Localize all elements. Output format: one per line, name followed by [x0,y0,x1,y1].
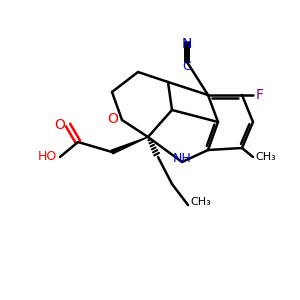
Text: O: O [54,118,65,132]
Text: N: N [182,37,192,51]
Text: CH₃: CH₃ [190,197,211,207]
Text: O: O [107,112,118,126]
Text: NH: NH [172,152,191,165]
Text: F: F [256,88,264,102]
Text: CH₃: CH₃ [255,152,276,162]
Text: HO: HO [38,151,57,164]
Text: C: C [183,60,191,73]
Polygon shape [111,137,148,154]
